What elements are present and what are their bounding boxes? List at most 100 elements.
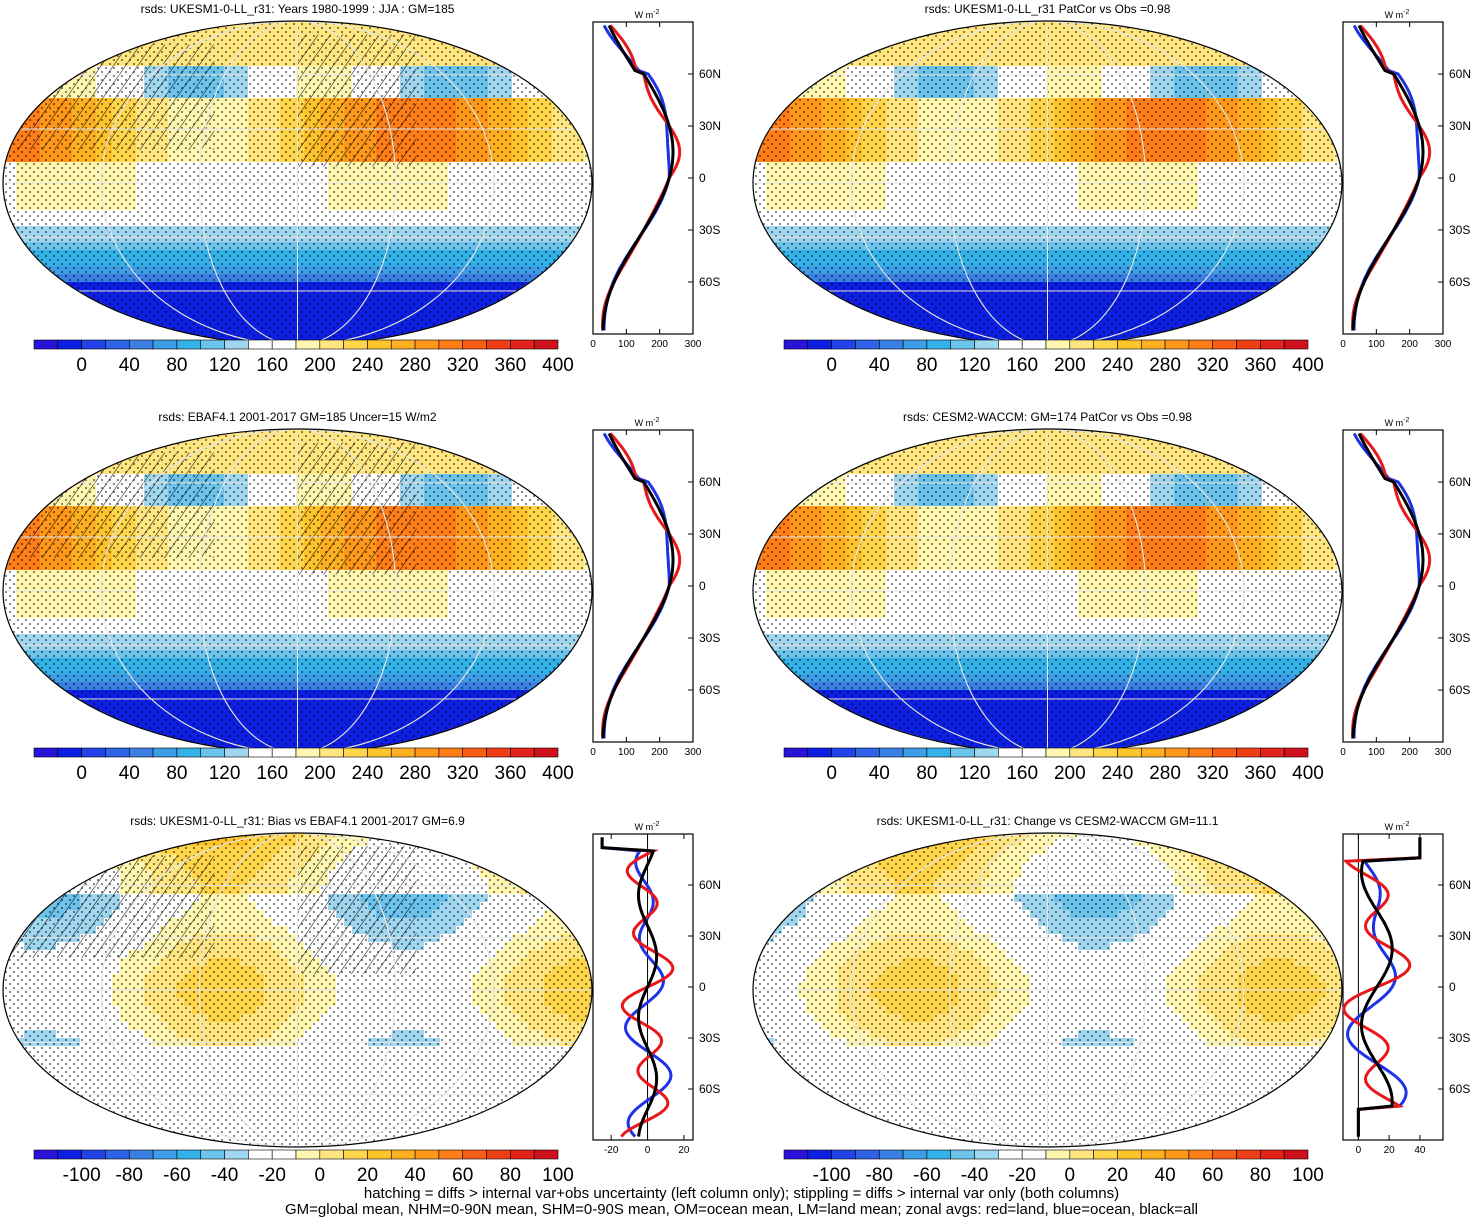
colorbar-swatch [510, 339, 535, 350]
colorbar-swatch [950, 339, 975, 350]
colorbar-swatch [367, 1149, 392, 1160]
colorbar-label: 320 [447, 763, 479, 784]
zonal-x-tick-label: 20 [678, 1145, 690, 1156]
colorbar-swatch [926, 339, 952, 350]
colorbar-swatch [128, 747, 154, 758]
colorbar-swatch [438, 1149, 464, 1160]
colorbar-swatch [902, 1149, 928, 1160]
colorbar-swatch [1117, 339, 1142, 350]
colorbar-swatch [271, 747, 297, 758]
colorbar-swatch [510, 747, 535, 758]
colorbar-swatch [295, 747, 321, 758]
zonal-lat-label: 60N [1449, 878, 1471, 892]
colorbar-swatch [1260, 339, 1285, 350]
colorbar-label: 400 [1292, 763, 1324, 784]
panel-title: rsds: EBAF4.1 2001-2017 GM=185 Uncer=15 … [158, 410, 437, 424]
panel-title: rsds: UKESM1-0-LL_r31: Years 1980-1999 :… [140, 2, 455, 16]
zonal-x-tick-label: 0 [1356, 1145, 1362, 1156]
colorbar-swatch [200, 339, 225, 350]
map-outline [752, 832, 1343, 1148]
colorbar-label: 120 [959, 355, 991, 376]
colorbar-swatch [1045, 339, 1071, 350]
colorbar-swatch [224, 339, 249, 350]
zonal-lat-label: 60N [699, 475, 721, 489]
world-map [752, 428, 1343, 754]
colorbar-label: 0 [76, 355, 87, 376]
zonal-unit-exp: -2 [653, 821, 659, 828]
colorbar-swatch [486, 747, 511, 758]
colorbar-swatch [1021, 747, 1047, 758]
colorbar: 0 40 80 120 160 200 240 280 320 360 400 [33, 747, 574, 784]
zonal-lat-label: 30N [699, 527, 721, 541]
colorbar-swatch [57, 1149, 82, 1160]
colorbar-swatch [1140, 339, 1166, 350]
colorbar-swatch [950, 1149, 975, 1160]
zonal-line-all [1356, 837, 1422, 1137]
colorbar-swatch [998, 1149, 1023, 1160]
colorbar-swatch [33, 339, 59, 350]
colorbar-swatch [343, 747, 368, 758]
colorbar: -100 -80 -60 -40 -20 0 20 40 60 80 100 [33, 1149, 574, 1186]
colorbar-swatch [1188, 747, 1214, 758]
colorbar-label: 360 [495, 355, 527, 376]
colorbar-swatch [295, 339, 321, 350]
zonal-lat-label: 0 [699, 980, 706, 994]
zonal-lat-label: 0 [1449, 579, 1456, 593]
colorbar-swatch [1283, 1149, 1309, 1160]
colorbar-swatch [926, 747, 952, 758]
panel-5: rsds: UKESM1-0-LL_r31: Change vs CESM2-W… [750, 812, 1483, 1186]
colorbar-swatch [248, 747, 273, 758]
colorbar-label: 400 [1292, 355, 1324, 376]
colorbar-label: 280 [399, 355, 431, 376]
colorbar-label: 360 [1245, 355, 1277, 376]
colorbar-swatch [902, 747, 928, 758]
zonal-x-tick-label: 100 [618, 339, 635, 350]
colorbar-label: 240 [352, 355, 384, 376]
colorbar-swatch [878, 1149, 904, 1160]
panel-2: rsds: EBAF4.1 2001-2017 GM=185 Uncer=15 … [0, 408, 721, 798]
zonal-unit-exp: -2 [1403, 9, 1409, 16]
zonal-lat-label: 60N [699, 878, 721, 892]
colorbar-label: -80 [116, 1165, 143, 1186]
zonal-lat-label: 60N [1449, 67, 1471, 81]
colorbar-swatch [1069, 1149, 1094, 1160]
zonal-x-tick-label: -20 [604, 1145, 619, 1156]
zonal-frame [1342, 429, 1444, 743]
panel-1: rsds: UKESM1-0-LL_r31 PatCor vs Obs =0.9… [750, 0, 1483, 390]
colorbar-swatch [926, 1149, 952, 1160]
zonal-unit-exp: -2 [653, 417, 659, 424]
colorbar-swatch [783, 1149, 809, 1160]
zonal-lat-label: 60S [1449, 1082, 1470, 1096]
zonal-unit: W m-2 [1385, 9, 1410, 20]
colorbar-label: 160 [1006, 763, 1038, 784]
colorbar-label: 0 [826, 355, 837, 376]
colorbar-swatch [855, 747, 880, 758]
colorbar-swatch [81, 747, 106, 758]
zonal-x-tick-label: 300 [1435, 339, 1452, 350]
zonal-unit-exp: -2 [653, 9, 659, 16]
zonal-x-tick-label: 200 [651, 339, 668, 350]
colorbar-swatch [224, 1149, 249, 1160]
colorbar-label: 200 [1054, 763, 1086, 784]
colorbar-swatch [152, 1149, 178, 1160]
panel-3: rsds: CESM2-WACCM: GM=174 PatCor vs Obs … [750, 408, 1483, 798]
colorbar-swatch [855, 1149, 880, 1160]
zonal-lat-label: 30N [699, 929, 721, 943]
colorbar-label: 240 [1102, 355, 1134, 376]
colorbar-swatch [33, 1149, 59, 1160]
zonal-lat-label: 30S [1449, 631, 1470, 645]
zonal-x-tick-label: 200 [651, 747, 668, 758]
colorbar-swatch [1188, 1149, 1214, 1160]
colorbar-label: 120 [959, 763, 991, 784]
panel-title: rsds: CESM2-WACCM: GM=174 PatCor vs Obs … [903, 410, 1192, 424]
colorbar-swatch [1045, 1149, 1071, 1160]
colorbar-label: 240 [1102, 763, 1134, 784]
zonal-mean-plot: W m-2 60N 30N 0 30S 60S 0 100 200 300 [1340, 417, 1471, 758]
panel-title: rsds: UKESM1-0-LL_r31 PatCor vs Obs =0.9… [924, 2, 1171, 16]
colorbar-label: 160 [256, 355, 288, 376]
colorbar-swatch [1283, 339, 1309, 350]
zonal-lat-label: 0 [699, 171, 706, 185]
colorbar-label: 40 [869, 763, 890, 784]
colorbar-swatch [1164, 1149, 1190, 1160]
colorbar-swatch [1236, 1149, 1261, 1160]
